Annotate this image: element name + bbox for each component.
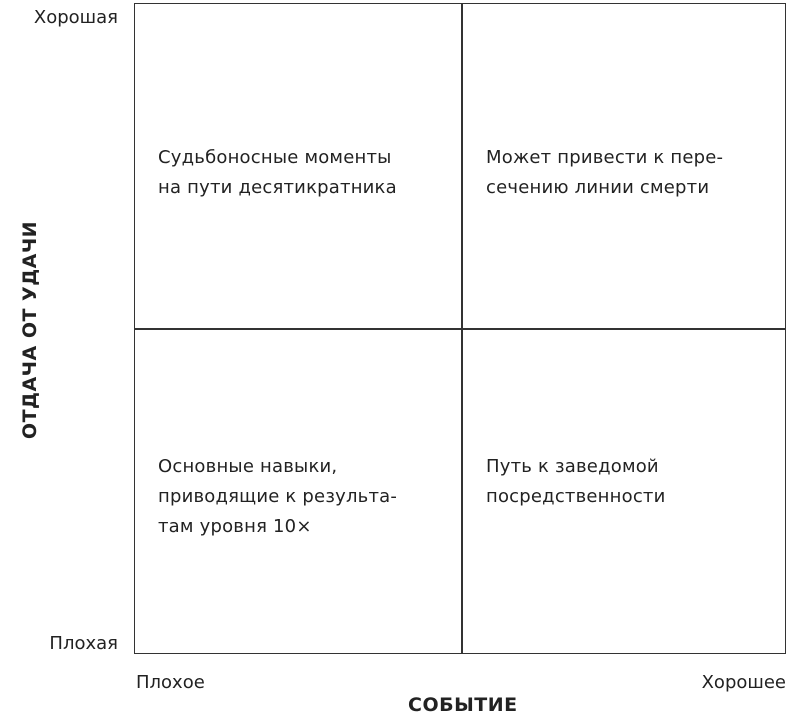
quadrant-text: Может привести к пере- <box>486 147 724 168</box>
quadrant-text: приводящие к результа- <box>158 486 398 507</box>
y-axis-title: ОТДАЧА ОТ УДАЧИ <box>19 220 41 440</box>
y-top-label: Хорошая <box>33 7 118 28</box>
x-right-label: Хорошее <box>701 672 786 693</box>
x-left-label: Плохое <box>136 672 205 693</box>
quadrant-text: сечению линии смерти <box>486 177 710 198</box>
quadrant-text: Основные навыки, <box>158 456 338 477</box>
quadrant-text: Путь к заведомой <box>486 456 659 477</box>
x-axis-title: СОБЫТИЕ <box>408 694 518 716</box>
quadrant-text: там уровня 10× <box>158 516 312 537</box>
quadrant-bottom-left: Основные навыки, приводящие к результа- … <box>158 452 397 542</box>
quadrant-top-right: Может привести к пере- сечению линии сме… <box>486 143 723 203</box>
quadrant-grid <box>134 3 786 654</box>
horizontal-divider <box>135 328 785 330</box>
quadrant-text: Судьбоносные моменты <box>158 147 392 168</box>
quadrant-text: на пути десятикратника <box>158 177 397 198</box>
quadrant-bottom-right: Путь к заведомой посредственности <box>486 452 666 512</box>
quadrant-text: посредственности <box>486 486 666 507</box>
y-bottom-label: Плохая <box>49 633 118 654</box>
quadrant-top-left: Судьбоносные моменты на пути десятикратн… <box>158 143 397 203</box>
